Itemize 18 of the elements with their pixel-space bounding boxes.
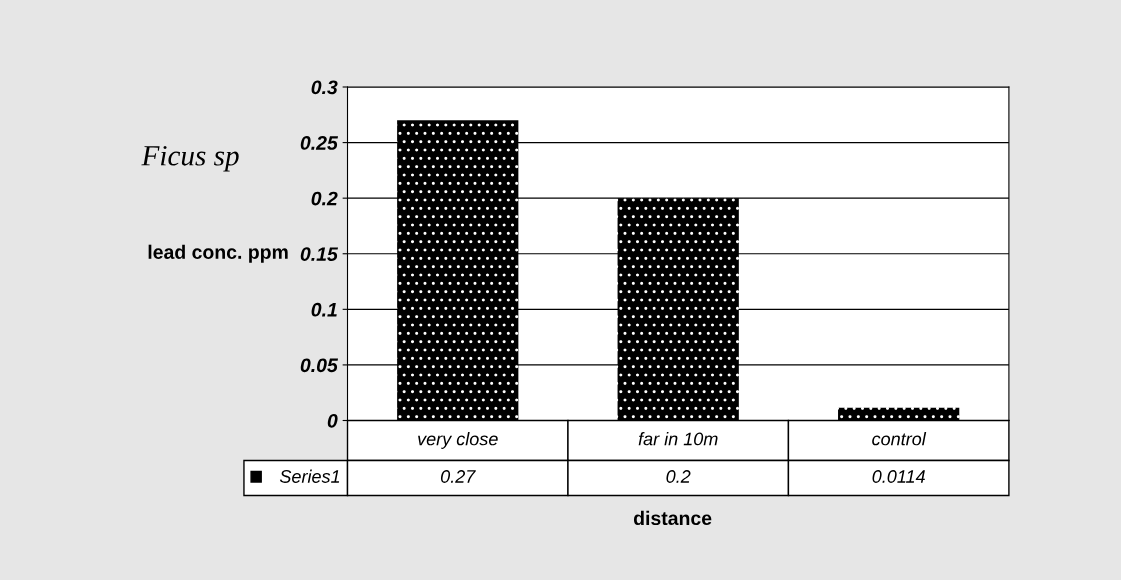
x-tick-label: control [872, 432, 927, 446]
x-tick-label: very close [418, 432, 498, 449]
y-tick-label: 0.2 [311, 191, 338, 206]
y-tick-label: 0.05 [300, 358, 339, 373]
text: Series1 [279, 469, 340, 483]
data-label: 0.0114 [872, 470, 925, 483]
y-tick-label: 0 [327, 413, 338, 428]
y-axis-title: lead conc. ppm [148, 244, 288, 263]
y-tick-label: 0.15 [300, 247, 339, 261]
data-label: 0.2 [666, 470, 691, 483]
x-tick-label: far in 10m [638, 432, 718, 446]
data-label: 0.27 [440, 470, 476, 483]
text: Ficus sp [141, 145, 239, 172]
y-tick-label: 0.3 [311, 80, 338, 95]
y-tick-label: 0.25 [300, 136, 339, 150]
y-tick-label: 0.1 [311, 302, 337, 317]
bar [838, 407, 960, 421]
x-axis-title: distance [633, 510, 712, 526]
